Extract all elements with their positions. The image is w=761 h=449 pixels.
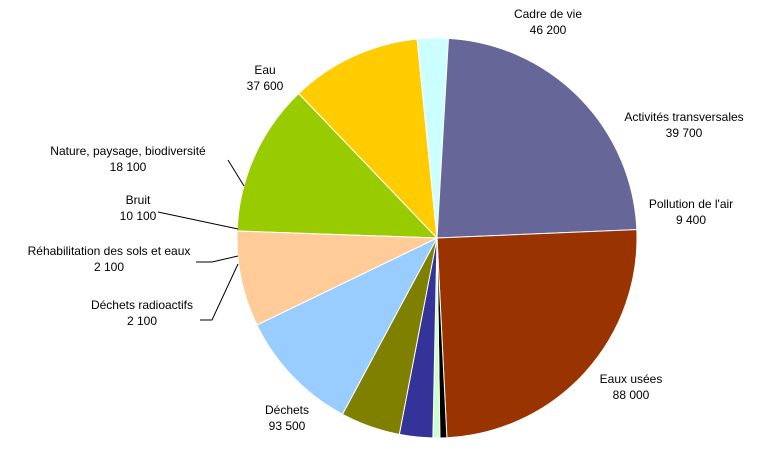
slice-label-name: Activités transversales: [624, 110, 743, 124]
slice-label-name: Réhabilitation des sols et eaux: [28, 244, 191, 258]
leader-line-6: [200, 263, 239, 321]
pie-slice-1: [236, 92, 439, 239]
slice-label-value: 10 100: [120, 209, 157, 223]
pie-slices: [236, 37, 638, 439]
slice-labels: Cadre de vie 46 200 Activités transversale…: [28, 7, 744, 433]
slice-label-name: Eaux usées: [600, 372, 663, 386]
leader-line-8: [157, 211, 239, 230]
slice-label-3: Pollution de l'air 9 400: [649, 197, 733, 227]
pie-slice-5: [436, 229, 638, 439]
slice-label-name: Bruit: [126, 193, 151, 207]
leader-line-9: [227, 159, 245, 187]
slice-label-value: 2 100: [94, 260, 124, 274]
pie-slice-10: [256, 236, 439, 415]
slice-label-value: 2 100: [127, 314, 157, 328]
leader-lines: [157, 159, 245, 321]
slice-label-name: Eau: [254, 63, 275, 77]
slice-label-1: Cadre de vie 46 200: [514, 7, 582, 37]
slice-label-name: Cadre de vie: [514, 7, 582, 21]
slice-label-value: 88 000: [613, 388, 650, 402]
slice-label-value: 9 400: [676, 213, 706, 227]
leader-line-7: [196, 255, 239, 263]
pie-slice-2: [298, 38, 438, 240]
slice-label-6: Déchets radioactifs 2 100: [91, 298, 193, 328]
pie-slice-4: [436, 37, 638, 239]
slice-label-5: Déchets 93 500: [265, 403, 309, 433]
slice-label-name: Déchets radioactifs: [91, 298, 193, 312]
slice-label-value: 46 200: [530, 23, 567, 37]
slice-label-value: 39 700: [666, 126, 703, 140]
slice-label-7: Réhabilitation des sols et eaux 2 100: [28, 244, 191, 274]
slice-label-2: Activités transversales 39 700: [624, 110, 743, 140]
slice-label-10: Eau 37 600: [247, 63, 284, 93]
slice-label-name: Déchets: [265, 403, 309, 417]
slice-label-value: 93 500: [269, 419, 306, 433]
slice-label-9: Nature, paysage, biodiversité 18 100: [50, 144, 206, 174]
slice-label-name: Pollution de l'air: [649, 197, 733, 211]
slice-label-4: Eaux usées 88 000: [600, 372, 663, 402]
slice-label-value: 18 100: [110, 160, 147, 174]
slice-label-8: Bruit 10 100: [120, 193, 157, 223]
slice-label-value: 37 600: [247, 79, 284, 93]
slice-label-name: Nature, paysage, biodiversité: [50, 144, 206, 158]
pie-slice-11: [236, 230, 438, 326]
